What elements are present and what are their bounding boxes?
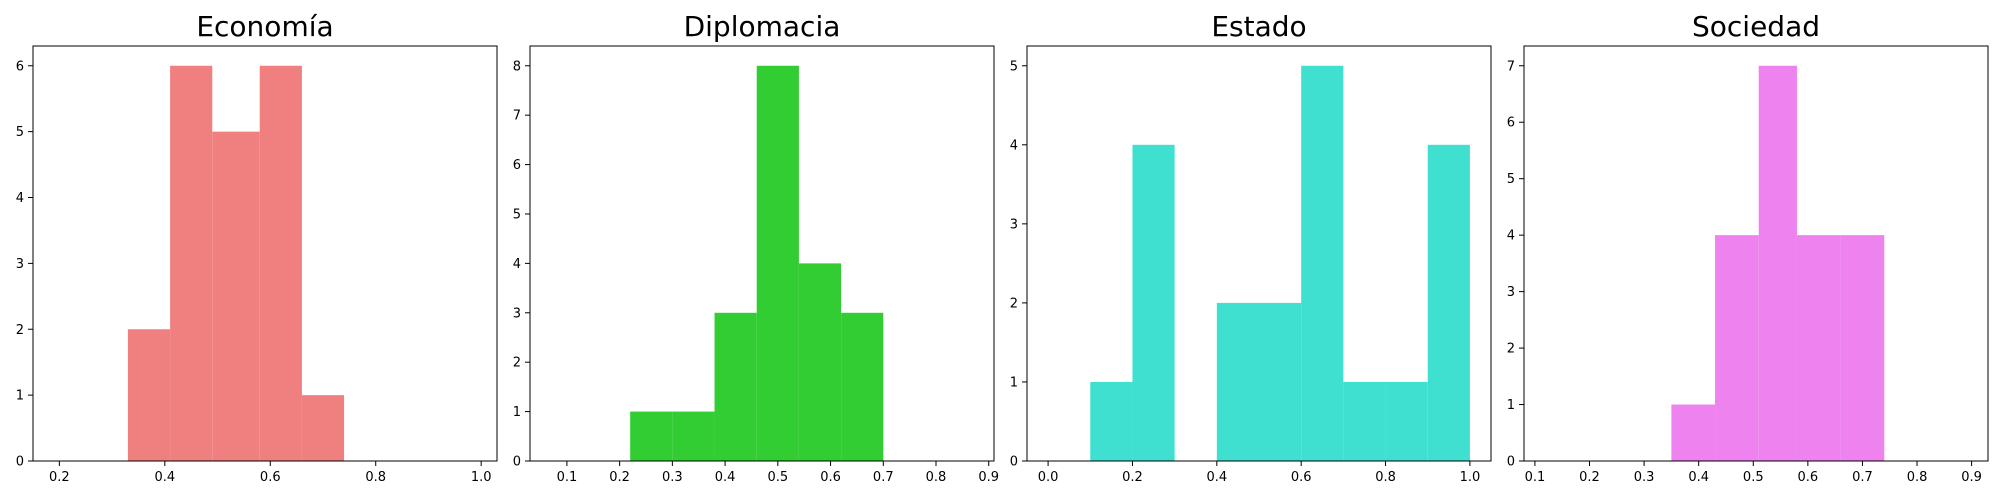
x-tick-label: 0.4 xyxy=(1206,470,1227,485)
histogram-bar xyxy=(1758,65,1797,461)
histogram-bar xyxy=(212,131,260,461)
histogram-bar xyxy=(1090,381,1133,461)
histogram-bar xyxy=(756,65,799,461)
histogram-bar xyxy=(127,329,171,461)
x-tick-label: 0.8 xyxy=(365,470,386,485)
histogram-bar xyxy=(1715,235,1759,461)
histogram-bar xyxy=(672,411,715,461)
y-tick-label: 4 xyxy=(16,191,24,206)
chart-title: Economía xyxy=(196,10,333,43)
y-tick-label: 6 xyxy=(513,158,521,173)
y-tick-label: 2 xyxy=(16,323,24,338)
x-tick-label: 0.6 xyxy=(1291,470,1312,485)
y-tick-label: 1 xyxy=(16,389,24,404)
y-tick-label: 5 xyxy=(1010,59,1018,74)
histogram-bar xyxy=(259,65,302,461)
histogram-bar xyxy=(170,65,213,461)
histogram-bar xyxy=(1840,235,1885,461)
x-tick-label: 0.7 xyxy=(873,470,894,485)
axes-frame xyxy=(529,45,995,462)
histogram-bar xyxy=(1427,144,1470,462)
x-tick-label: 0.2 xyxy=(1122,470,1143,485)
y-tick-label: 7 xyxy=(1507,59,1515,74)
x-tick-label: 0.8 xyxy=(926,470,947,485)
histogram-bar xyxy=(1796,235,1841,461)
x-tick-label: 0.9 xyxy=(978,470,999,485)
histogram-bar xyxy=(301,395,345,461)
y-tick-label: 1 xyxy=(513,405,521,420)
x-tick-label: 0.5 xyxy=(767,470,788,485)
x-tick-label: 0.8 xyxy=(1375,470,1396,485)
histogram-bar xyxy=(798,263,842,461)
y-tick-label: 0 xyxy=(1010,455,1018,470)
x-tick-label: 0.7 xyxy=(1852,470,1873,485)
histogram-bar xyxy=(1385,381,1428,461)
x-tick-label: 0.5 xyxy=(1743,470,1764,485)
x-tick-label: 0.6 xyxy=(260,470,281,485)
x-tick-label: 0.1 xyxy=(1525,470,1546,485)
histogram-bar xyxy=(1132,144,1175,462)
y-tick-label: 2 xyxy=(513,356,521,371)
y-tick-label: 8 xyxy=(513,59,521,74)
x-tick-label: 0.3 xyxy=(662,470,683,485)
chart-title: Diplomacia xyxy=(684,10,841,43)
y-tick-label: 3 xyxy=(1010,217,1018,232)
axes-frame xyxy=(32,45,498,462)
y-tick-label: 5 xyxy=(16,125,24,140)
y-tick-label: 2 xyxy=(1010,296,1018,311)
histogram-bar xyxy=(1216,302,1259,461)
chart-title: Estado xyxy=(1211,10,1306,43)
x-tick-label: 1.0 xyxy=(471,470,492,485)
y-tick-label: 0 xyxy=(16,455,24,470)
axes-frame xyxy=(1026,45,1492,462)
x-tick-label: 0.4 xyxy=(1688,470,1709,485)
x-tick-label: 0.0 xyxy=(1038,470,1059,485)
x-tick-label: 0.1 xyxy=(557,470,578,485)
x-tick-label: 0.8 xyxy=(1907,470,1928,485)
x-tick-label: 0.6 xyxy=(820,470,841,485)
x-tick-label: 0.3 xyxy=(1634,470,1655,485)
histogram-bar xyxy=(714,312,757,461)
y-tick-label: 5 xyxy=(513,207,521,222)
y-tick-label: 1 xyxy=(1507,398,1515,413)
x-tick-label: 0.9 xyxy=(1961,470,1982,485)
chart-title: Sociedad xyxy=(1692,10,1820,43)
y-tick-label: 3 xyxy=(1507,285,1515,300)
histogram-bar xyxy=(841,312,884,461)
y-tick-label: 0 xyxy=(1507,455,1515,470)
x-tick-label: 1.0 xyxy=(1460,470,1481,485)
y-tick-label: 4 xyxy=(1507,229,1515,244)
y-tick-label: 3 xyxy=(513,306,521,321)
histogram-bar xyxy=(1301,65,1344,461)
histogram-bar xyxy=(1343,381,1386,461)
y-tick-label: 2 xyxy=(1507,342,1515,357)
y-tick-label: 3 xyxy=(16,257,24,272)
x-tick-label: 0.6 xyxy=(1798,470,1819,485)
y-tick-label: 1 xyxy=(1010,375,1018,390)
y-tick-label: 7 xyxy=(513,109,521,124)
histogram-bar xyxy=(1259,302,1302,461)
y-tick-label: 6 xyxy=(1507,116,1515,131)
histogram-bar xyxy=(630,411,673,461)
y-tick-label: 0 xyxy=(513,455,521,470)
y-tick-label: 5 xyxy=(1507,172,1515,187)
x-tick-label: 0.4 xyxy=(715,470,736,485)
y-tick-label: 4 xyxy=(1010,138,1018,153)
axes-frame xyxy=(1523,45,1989,462)
x-tick-label: 0.2 xyxy=(1579,470,1600,485)
y-tick-label: 6 xyxy=(16,59,24,74)
x-tick-label: 0.2 xyxy=(609,470,630,485)
x-tick-label: 0.4 xyxy=(154,470,175,485)
histogram-bar xyxy=(1671,404,1716,461)
y-tick-label: 4 xyxy=(513,257,521,272)
x-tick-label: 0.2 xyxy=(49,470,70,485)
